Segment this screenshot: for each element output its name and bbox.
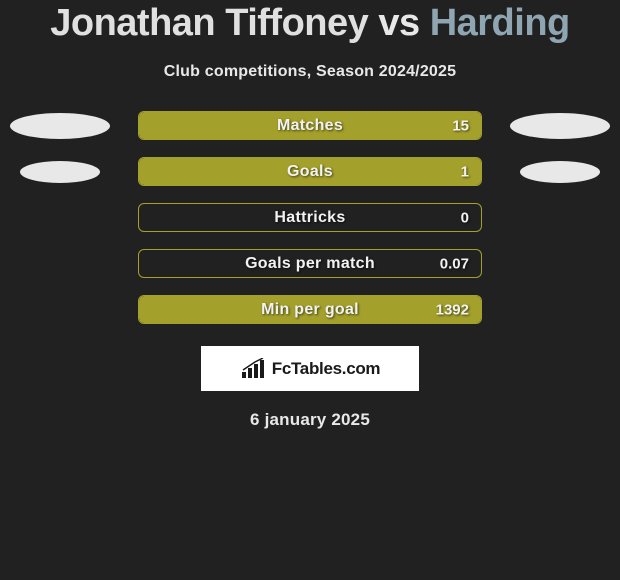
- stat-label: Goals: [139, 163, 481, 181]
- stat-value: 1392: [436, 301, 469, 318]
- stat-bar: Goals per match 0.07: [138, 249, 482, 278]
- vs-label: vs: [378, 2, 419, 44]
- logo-text: FcTables.com: [272, 359, 381, 379]
- stat-label: Hattricks: [139, 209, 481, 227]
- stat-row: Goals 1: [0, 157, 620, 186]
- stat-row: Goals per match 0.07: [0, 249, 620, 278]
- right-ellipse: [520, 161, 600, 183]
- player1-name: Jonathan Tiffoney: [50, 2, 368, 44]
- stat-label: Matches: [139, 117, 481, 135]
- stat-bar: Min per goal 1392: [138, 295, 482, 324]
- comparison-widget: Jonathan Tiffoney vs Harding Club compet…: [0, 0, 620, 430]
- stat-row: Min per goal 1392: [0, 295, 620, 324]
- page-title: Jonathan Tiffoney vs Harding: [0, 2, 620, 45]
- bar-chart-icon: [240, 358, 268, 380]
- right-ellipse: [510, 113, 610, 139]
- stat-rows: Matches 15 Goals 1 Hattricks 0: [0, 111, 620, 324]
- stat-label: Min per goal: [139, 301, 481, 319]
- fctables-logo[interactable]: FcTables.com: [201, 346, 419, 391]
- player2-name: Harding: [430, 2, 570, 44]
- subtitle: Club competitions, Season 2024/2025: [0, 63, 620, 81]
- date-label: 6 january 2025: [0, 410, 620, 430]
- stat-row: Matches 15: [0, 111, 620, 140]
- stat-bar: Goals 1: [138, 157, 482, 186]
- left-ellipse: [10, 113, 110, 139]
- stat-bar: Matches 15: [138, 111, 482, 140]
- left-ellipse: [20, 161, 100, 183]
- stat-row: Hattricks 0: [0, 203, 620, 232]
- stat-label: Goals per match: [139, 255, 481, 273]
- stat-value: 15: [452, 117, 469, 134]
- stat-value: 1: [461, 163, 469, 180]
- stat-bar: Hattricks 0: [138, 203, 482, 232]
- stat-value: 0.07: [440, 255, 469, 272]
- stat-value: 0: [461, 209, 469, 226]
